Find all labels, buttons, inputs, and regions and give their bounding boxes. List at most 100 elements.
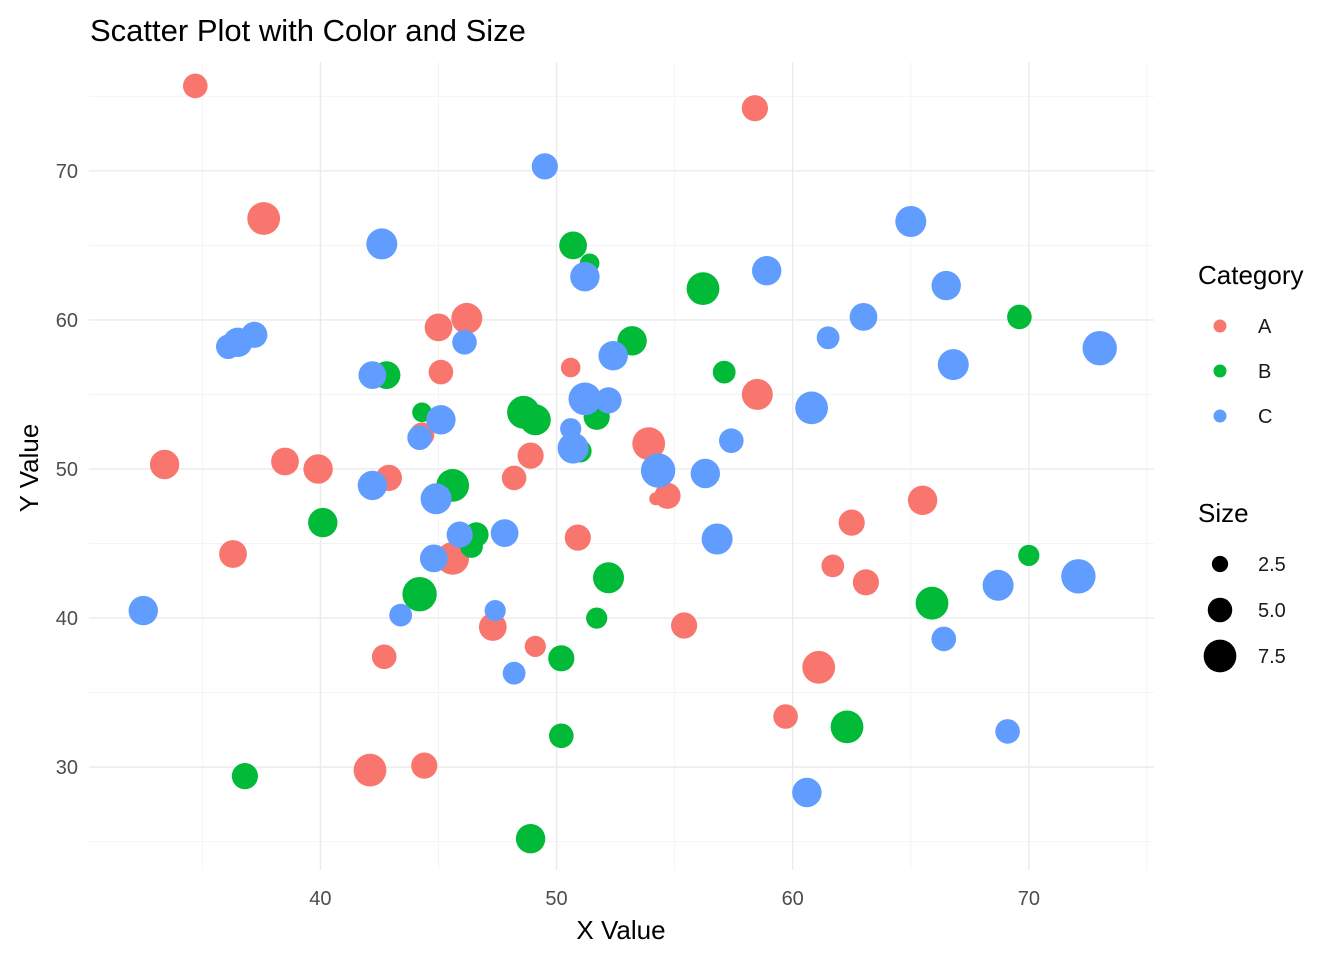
point-b <box>712 360 736 384</box>
y-tick-label: 30 <box>56 757 78 779</box>
x-tick-label: 70 <box>1018 888 1040 910</box>
chart-title: Scatter Plot with Color and Size <box>90 13 526 48</box>
point-a <box>852 569 880 596</box>
point-c <box>531 153 558 180</box>
point-c <box>570 262 600 292</box>
point-c <box>598 341 628 371</box>
size-legend-label: 2.5 <box>1258 554 1286 576</box>
point-c <box>490 519 519 547</box>
data-points <box>128 73 1117 854</box>
legend-swatch-b <box>1213 364 1227 378</box>
point-a <box>773 704 798 729</box>
point-b <box>231 763 258 790</box>
x-tick-label: 50 <box>545 888 567 910</box>
point-c <box>452 330 477 355</box>
point-a <box>371 644 397 670</box>
size-legend: Size 2.5 5.0 7.5 <box>1198 498 1286 673</box>
legend-label-a: A <box>1258 316 1272 338</box>
point-b <box>402 577 437 612</box>
point-c <box>357 470 388 501</box>
point-b <box>915 586 949 620</box>
minor-gridlines <box>89 62 1154 870</box>
point-a <box>524 635 546 658</box>
point-c <box>419 544 448 573</box>
point-c <box>690 458 720 489</box>
point-c <box>640 453 676 488</box>
point-b <box>549 723 574 749</box>
point-a <box>428 359 454 385</box>
color-legend-title: Category <box>1198 260 1304 290</box>
legend-label-c: C <box>1258 406 1272 428</box>
point-b <box>308 507 338 538</box>
point-a <box>424 313 453 342</box>
x-tick-label: 60 <box>782 888 804 910</box>
point-b <box>519 404 551 436</box>
point-a <box>821 554 845 578</box>
size-legend-dot <box>1207 597 1233 623</box>
point-c <box>895 206 927 237</box>
point-c <box>1061 559 1096 594</box>
point-b <box>1007 304 1032 330</box>
legend-swatch-c <box>1213 409 1227 423</box>
point-c <box>995 719 1020 744</box>
point-c <box>701 523 733 555</box>
point-a <box>451 302 483 334</box>
color-legend: Category A B C <box>1198 260 1304 428</box>
point-a <box>671 612 698 639</box>
point-a <box>219 540 247 568</box>
point-a <box>838 509 865 536</box>
point-a <box>303 454 333 484</box>
point-c <box>931 270 961 301</box>
point-a <box>501 465 527 491</box>
point-a <box>907 485 938 515</box>
size-legend-label: 7.5 <box>1258 646 1286 668</box>
point-c <box>420 483 452 515</box>
point-c <box>241 321 268 348</box>
point-a <box>271 447 299 476</box>
point-a <box>802 650 836 684</box>
legend-swatch-a <box>1213 319 1227 333</box>
point-a <box>741 95 769 122</box>
point-c <box>426 405 456 435</box>
point-c <box>1082 331 1117 366</box>
point-b <box>515 824 546 854</box>
y-tick-label: 40 <box>56 608 78 630</box>
point-c <box>446 521 473 548</box>
point-a <box>517 442 544 469</box>
point-b <box>559 231 587 260</box>
point-a <box>149 449 180 480</box>
point-c <box>795 391 828 425</box>
point-c <box>849 303 878 331</box>
point-c <box>128 595 158 626</box>
point-c <box>502 661 526 685</box>
point-b <box>548 645 575 672</box>
point-c <box>358 361 387 389</box>
size-legend-title: Size <box>1198 498 1249 528</box>
y-tick-label: 60 <box>56 310 78 332</box>
point-a <box>247 202 281 235</box>
point-b <box>830 710 864 744</box>
point-b <box>586 607 608 629</box>
point-c <box>931 626 957 652</box>
point-a <box>411 752 438 779</box>
point-a <box>649 492 663 506</box>
point-a <box>560 357 581 378</box>
point-a <box>183 73 208 99</box>
point-c <box>389 603 413 627</box>
point-a <box>632 427 666 460</box>
x-tick-label: 40 <box>309 888 331 910</box>
axis-ticks: 40 50 60 70 30 40 50 60 70 <box>56 161 1040 910</box>
point-a <box>353 753 387 787</box>
point-c <box>595 387 622 414</box>
point-c <box>816 326 840 350</box>
point-a <box>564 524 591 551</box>
point-c <box>982 569 1014 601</box>
size-legend-dot <box>1203 639 1237 673</box>
y-axis-title: Y Value <box>14 424 44 513</box>
size-legend-label: 5.0 <box>1258 600 1286 622</box>
y-tick-label: 50 <box>56 459 78 481</box>
point-c <box>484 600 506 622</box>
point-b <box>1018 544 1040 567</box>
point-b <box>686 272 720 305</box>
point-c <box>568 382 602 416</box>
